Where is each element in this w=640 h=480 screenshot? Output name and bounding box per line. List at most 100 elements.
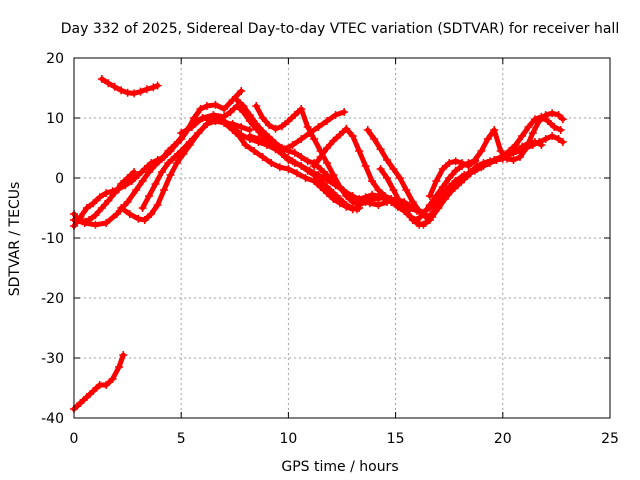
data-point [355, 201, 364, 209]
data-point [130, 168, 139, 176]
data-point [172, 159, 181, 167]
data-point [284, 156, 293, 164]
data-point [297, 153, 306, 161]
data-point [438, 192, 447, 200]
data-point [185, 138, 194, 146]
data-point [170, 141, 179, 149]
x-tick-label: 5 [177, 431, 186, 447]
data-point [406, 204, 415, 212]
chart-title: Day 332 of 2025, Sidereal Day-to-day VTE… [61, 21, 619, 37]
data-point [425, 201, 434, 209]
data-point [451, 157, 460, 166]
data-point [438, 165, 447, 173]
data-point [138, 177, 147, 185]
data-point [503, 150, 512, 158]
data-point [198, 114, 207, 122]
series-track-2 [97, 75, 162, 98]
data-point [361, 198, 370, 206]
data-point [477, 147, 486, 155]
data-point [190, 114, 199, 122]
data-point [267, 159, 276, 167]
data-point [374, 186, 383, 194]
data-point [288, 141, 297, 149]
y-tick-label: 0 [55, 171, 64, 187]
data-point [464, 169, 473, 178]
data-point [556, 126, 565, 134]
data-point [125, 210, 134, 218]
data-point [477, 163, 486, 172]
data-point [127, 177, 136, 185]
data-point [322, 175, 331, 184]
data-point [541, 135, 550, 143]
data-point [408, 198, 417, 206]
series-track-5 [70, 87, 246, 229]
y-tick-label: -30 [41, 351, 64, 367]
axis-ticks: 0 5 10 15 20 25 -40 -30 -20 -10 0 10 20 [41, 51, 619, 447]
series-trace [427, 110, 566, 199]
data-point [511, 141, 520, 149]
data-point [297, 105, 306, 113]
data-point [104, 79, 113, 88]
data-point [108, 375, 117, 383]
data-point [335, 183, 344, 191]
data-point [329, 189, 338, 197]
data-point [376, 145, 385, 154]
data-point [297, 162, 306, 170]
data-point [91, 211, 100, 220]
data-point [97, 75, 106, 83]
data-point [226, 108, 235, 116]
data-point [228, 123, 237, 131]
data-point [123, 174, 132, 182]
data-point [245, 117, 254, 125]
data-point [164, 159, 173, 167]
data-point [121, 181, 130, 190]
data-point [239, 108, 248, 116]
data-point [102, 381, 111, 389]
data-point [140, 165, 149, 173]
data-point [322, 183, 331, 191]
data-point [535, 117, 544, 125]
data-point [310, 162, 319, 170]
data-point [258, 153, 267, 161]
data-point [451, 177, 460, 185]
data-point [445, 159, 454, 167]
data-point [241, 141, 250, 149]
data-point [237, 87, 246, 95]
data-point [76, 399, 85, 407]
data-point [550, 123, 559, 131]
data-point [558, 138, 567, 146]
data-point [316, 177, 325, 185]
data-point [138, 204, 147, 212]
data-point [376, 165, 385, 173]
data-point [483, 159, 492, 167]
data-point [316, 165, 325, 173]
data-point [342, 124, 351, 133]
data-point [342, 201, 351, 209]
data-point [322, 144, 331, 152]
data-point [303, 123, 312, 131]
data-point [252, 102, 261, 110]
data-point [104, 196, 113, 205]
series-trace [140, 109, 347, 211]
data-point [237, 130, 246, 139]
data-point [89, 387, 98, 395]
data-point [329, 136, 338, 145]
data-point [380, 192, 389, 200]
data-point [518, 132, 527, 140]
data-point [445, 174, 454, 182]
data-point [355, 147, 364, 155]
data-point [130, 89, 139, 98]
data-point [153, 81, 162, 90]
data-point [117, 204, 126, 212]
data-point [232, 102, 241, 110]
series-track-1 [70, 351, 128, 413]
series-trace [311, 126, 478, 223]
data-point [145, 168, 154, 176]
series-trace [178, 103, 360, 212]
data-point [543, 117, 552, 125]
data-point [258, 132, 267, 140]
data-point [548, 132, 557, 140]
data-point [470, 156, 479, 164]
data-point [145, 192, 154, 200]
